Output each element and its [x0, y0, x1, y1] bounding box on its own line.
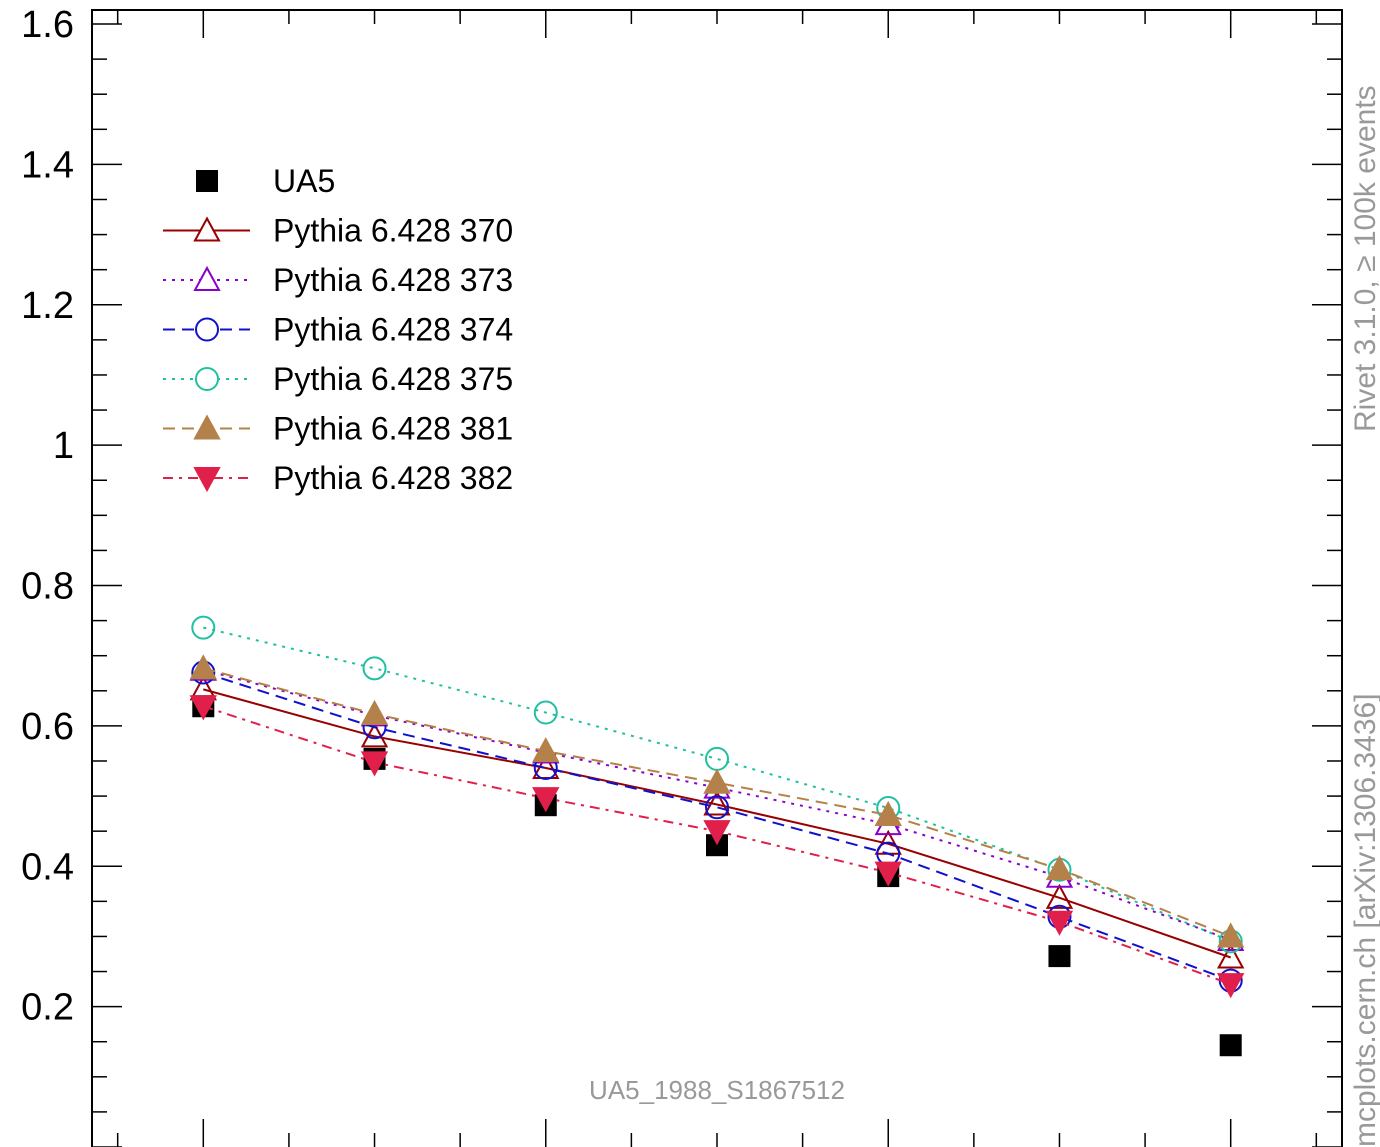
legend-item: Pythia 6.428 374 — [163, 312, 513, 348]
legend-marker — [195, 367, 219, 391]
y-tick-label: 0.4 — [21, 846, 74, 888]
data-point — [1217, 973, 1245, 999]
legend-item: Pythia 6.428 375 — [163, 361, 513, 397]
legend-marker — [193, 414, 221, 440]
rivet-version-label: Rivet 3.1.0, ≥ 100k events — [1349, 85, 1380, 432]
legend-marker — [196, 170, 218, 192]
series-pythia-6-428-381 — [189, 654, 1245, 948]
axis-ticks — [92, 10, 1342, 1147]
data-point — [362, 656, 387, 681]
data-point — [705, 795, 729, 820]
y-tick-label: 0.6 — [21, 706, 74, 748]
data-point — [1045, 883, 1074, 909]
series-layer — [189, 615, 1245, 1057]
legend-marker — [193, 216, 221, 242]
y-tick-label: 1.2 — [21, 285, 74, 327]
legend-label: Pythia 6.428 381 — [273, 411, 513, 447]
data-point — [1045, 854, 1074, 881]
data-point — [1219, 1034, 1242, 1057]
y-tick-label: 1.6 — [21, 4, 74, 46]
series-line — [203, 688, 1232, 959]
legend-label: Pythia 6.428 375 — [273, 361, 513, 397]
y-tick-labels: 0.2 0.4 0.6 0.8 1 1.2 1.4 1.6 — [21, 4, 74, 1029]
data-point — [189, 654, 217, 680]
data-point — [874, 800, 902, 827]
data-point — [191, 615, 216, 640]
legend-marker — [193, 467, 221, 493]
y-tick-label: 0.8 — [21, 566, 74, 608]
legend-marker — [193, 265, 221, 291]
legend: UA5 Pythia 6.428 370 Pythia 6.428 373 Pythi… — [163, 163, 513, 496]
data-point — [1045, 910, 1074, 936]
data-point — [874, 861, 902, 887]
data-point — [533, 700, 558, 725]
y-tick-label: 1.4 — [21, 144, 74, 186]
data-point — [1048, 945, 1071, 968]
series-line — [202, 671, 1232, 982]
series-line — [203, 667, 1232, 938]
legend-label: UA5 — [273, 163, 335, 199]
legend-label: Pythia 6.428 382 — [273, 460, 513, 496]
legend-item: Pythia 6.428 381 — [163, 411, 513, 447]
data-point — [703, 820, 731, 846]
legend-item: Pythia 6.428 373 — [163, 262, 513, 298]
legend-item: Pythia 6.428 382 — [163, 460, 513, 496]
data-point — [360, 699, 389, 725]
legend-marker — [195, 317, 219, 342]
data-point — [189, 695, 217, 721]
series-ua5 — [192, 695, 1242, 1057]
data-point — [532, 737, 560, 763]
legend-item: Pythia 6.428 370 — [163, 213, 513, 249]
data-point — [532, 787, 560, 813]
series-pythia-6-428-382 — [189, 695, 1245, 999]
data-point — [1217, 922, 1245, 948]
data-point — [360, 751, 389, 777]
legend-label: Pythia 6.428 370 — [273, 213, 513, 249]
data-point — [1217, 943, 1245, 969]
y-tick-label: 1 — [53, 425, 74, 467]
legend-item: UA5 — [196, 163, 335, 199]
data-point — [703, 790, 731, 816]
data-point — [705, 746, 729, 771]
legend-label: Pythia 6.428 374 — [273, 312, 513, 348]
analysis-label: UA5_1988_S1867512 — [589, 1075, 845, 1105]
mcplots-credit-label: mcplots.cern.ch [arXiv:1306.3436] — [1349, 693, 1380, 1147]
y-tick-label: 0.2 — [21, 987, 74, 1029]
data-point — [703, 768, 731, 794]
legend-label: Pythia 6.428 373 — [273, 262, 513, 298]
